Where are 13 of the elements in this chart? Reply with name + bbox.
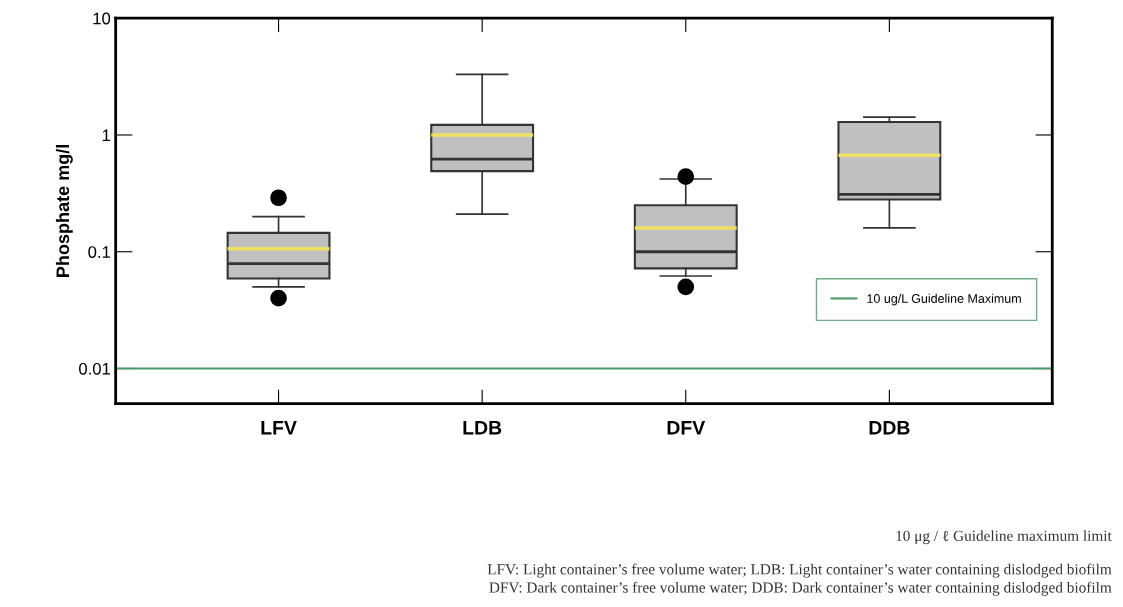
x-tick-label: LDB — [463, 421, 502, 435]
x-tick-label: DDB — [869, 421, 910, 435]
y-tick-label: 0.01 — [79, 362, 110, 375]
x-tick-label: LFV — [261, 421, 297, 435]
legend-label: 10 ug/L Guideline Maximum — [867, 293, 1021, 306]
text: DFV: Dark container’s free volume water; DDB: Dark container’s water containing dislodged biofilm — [489, 581, 1112, 596]
text: 10 μg / ℓ Guideline maximum limit — [896, 530, 1112, 545]
x-tick-label: DFV — [667, 421, 706, 435]
y-tick-label: 1 — [102, 129, 110, 142]
y-axis-title: Phosphate mg/l — [55, 144, 73, 277]
text: LFV: Light container’s free volume water; LDB: Light container’s water containing dislodged biofilm — [487, 563, 1112, 578]
y-tick-label: 10 — [93, 12, 111, 25]
y-tick-label: 0.1 — [88, 246, 110, 258]
